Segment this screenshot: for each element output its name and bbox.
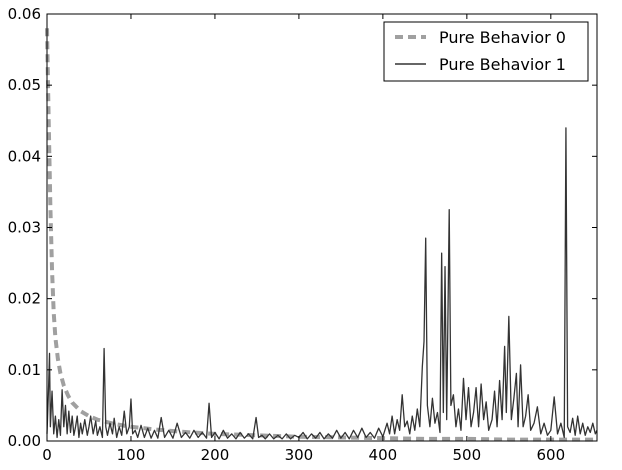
y-tick-label: 0.04 — [8, 147, 41, 165]
x-tick-label: 0 — [42, 446, 52, 464]
legend-label-series-0: Pure Behavior 0 — [439, 28, 566, 47]
series-line-1 — [46, 127, 598, 440]
legend-label-series-1: Pure Behavior 1 — [439, 55, 566, 74]
x-tick-label: 600 — [536, 446, 565, 464]
x-tick-label: 300 — [285, 446, 314, 464]
y-tick-label: 0.05 — [8, 76, 41, 94]
y-tick-label: 0.06 — [8, 5, 41, 23]
x-tick-label: 400 — [369, 446, 398, 464]
series-layer — [45, 28, 598, 442]
legend: Pure Behavior 0 Pure Behavior 1 — [383, 21, 589, 82]
legend-box — [383, 21, 589, 82]
y-tick-label: 0.01 — [8, 361, 41, 379]
axis-layer: 0 100 200 300 400 500 600 0.00 0.01 0.02 0.03 0.04 0… — [8, 5, 597, 464]
y-tick-label: 0.00 — [8, 432, 41, 450]
x-tick-label: 100 — [117, 446, 146, 464]
y-tick-label: 0.03 — [8, 219, 41, 237]
y-tick-label: 0.02 — [8, 290, 41, 308]
x-tick-label: 200 — [201, 446, 230, 464]
x-tick-label: 500 — [453, 446, 482, 464]
